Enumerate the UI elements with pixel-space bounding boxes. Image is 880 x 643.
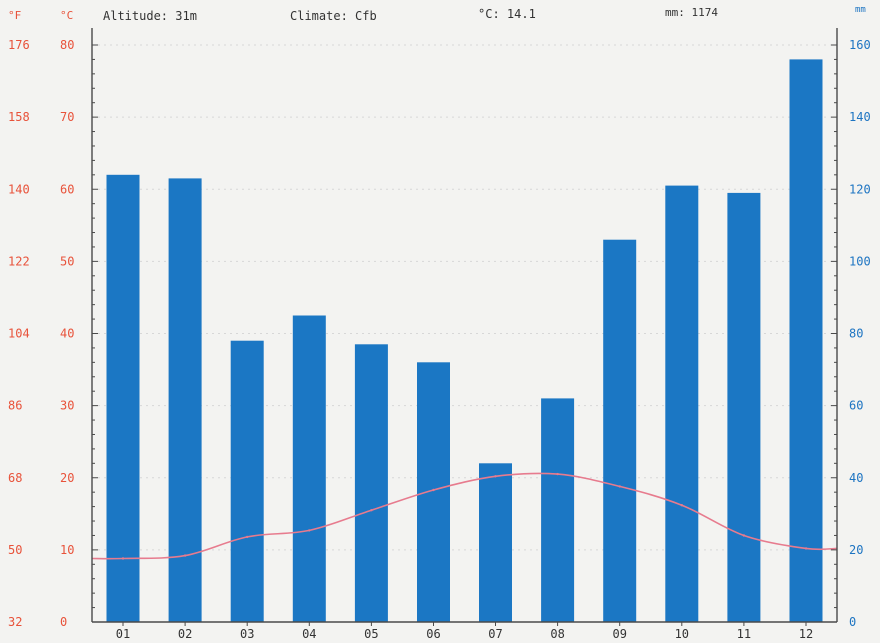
month-tick-label: 11	[737, 627, 751, 641]
precip-bar-07	[479, 463, 512, 622]
fahrenheit-tick-label: 140	[8, 182, 30, 196]
temp-point-08	[556, 472, 559, 476]
fahrenheit-tick-label: 32	[8, 615, 22, 629]
header-labels: °F °C Altitude: 31m Climate: Cfb °C: 14.…	[8, 5, 866, 23]
precipitation-bars	[106, 59, 823, 623]
month-tick-label: 03	[240, 627, 254, 641]
precip-bar-12	[789, 59, 823, 622]
temp-point-02	[183, 554, 187, 557]
precip-bar-10	[665, 185, 699, 622]
temp-point-10	[680, 504, 683, 507]
fahrenheit-tick-label: 104	[8, 327, 30, 341]
month-tick-label: 04	[302, 627, 316, 641]
temperature-line	[91, 472, 838, 560]
fahrenheit-unit-label: °F	[8, 9, 21, 22]
precip-tick-label: 80	[849, 327, 863, 341]
precip-tick-label: 40	[849, 471, 863, 485]
month-tick-label: 02	[178, 627, 192, 641]
celsius-tick-label: 40	[60, 327, 74, 341]
celsius-unit-label: °C	[60, 9, 73, 22]
fahrenheit-tick-label: 68	[8, 471, 22, 485]
precip-tick-label: 160	[849, 38, 871, 52]
temp-point-09	[618, 485, 621, 488]
precip-bar-08	[541, 398, 575, 622]
fahrenheit-tick-label: 86	[8, 399, 22, 413]
temp-point-11	[742, 534, 746, 537]
month-tick-label: 08	[550, 627, 564, 641]
temp-point-01	[121, 557, 125, 560]
precip-tick-label: 100	[849, 254, 871, 268]
month-tick-label: 05	[364, 627, 378, 641]
precip-bar-06	[417, 362, 450, 622]
month-tick-label: 09	[612, 627, 626, 641]
precip-bar-02	[168, 178, 202, 622]
tick-labels: 0 32 10 50 20 68 30 86 40 104 50 122 60 140 70 158 80 176…	[8, 38, 871, 641]
month-tick-label: 12	[799, 627, 813, 641]
celsius-tick-label: 50	[60, 254, 74, 268]
axes	[91, 28, 838, 626]
temp-point-07	[494, 475, 497, 478]
temperature-line-group	[91, 472, 838, 560]
temp-point-03	[246, 535, 249, 539]
precip-tick-label: 20	[849, 543, 863, 557]
month-tick-label: 06	[426, 627, 440, 641]
precip-bar-01	[106, 174, 140, 623]
altitude-label: Altitude: 31m	[103, 9, 197, 23]
temp-point-05	[370, 509, 373, 512]
precip-bar-09	[603, 239, 637, 622]
celsius-tick-label: 80	[60, 38, 74, 52]
month-tick-label: 10	[675, 627, 689, 641]
celsius-tick-label: 0	[60, 615, 67, 629]
celsius-tick-label: 20	[60, 471, 74, 485]
avg-temp-label: °C: 14.1	[478, 7, 536, 21]
celsius-tick-label: 10	[60, 543, 74, 557]
fahrenheit-tick-label: 176	[8, 38, 30, 52]
total-precip-label: mm: 1174	[665, 6, 718, 19]
precip-unit-label: mm	[855, 5, 866, 15]
celsius-tick-label: 70	[60, 110, 74, 124]
precip-bar-11	[727, 192, 761, 622]
precip-tick-label: 120	[849, 182, 871, 196]
climate-label: Climate: Cfb	[290, 9, 377, 23]
fahrenheit-tick-label: 122	[8, 254, 30, 268]
month-tick-label: 07	[488, 627, 502, 641]
precip-bar-05	[354, 344, 388, 622]
month-tick-label: 01	[116, 627, 130, 641]
temp-point-06	[432, 488, 435, 492]
fahrenheit-tick-label: 50	[8, 543, 22, 557]
precip-tick-label: 140	[849, 110, 871, 124]
temp-point-12	[804, 547, 808, 550]
precip-bar-04	[292, 315, 326, 622]
precip-tick-label: 0	[849, 615, 856, 629]
temp-point-04	[308, 529, 311, 532]
precip-tick-label: 60	[849, 399, 863, 413]
grid-lines	[92, 44, 837, 551]
celsius-tick-label: 30	[60, 399, 74, 413]
precip-bar-03	[230, 340, 264, 622]
fahrenheit-tick-label: 158	[8, 110, 30, 124]
celsius-tick-label: 60	[60, 182, 74, 196]
